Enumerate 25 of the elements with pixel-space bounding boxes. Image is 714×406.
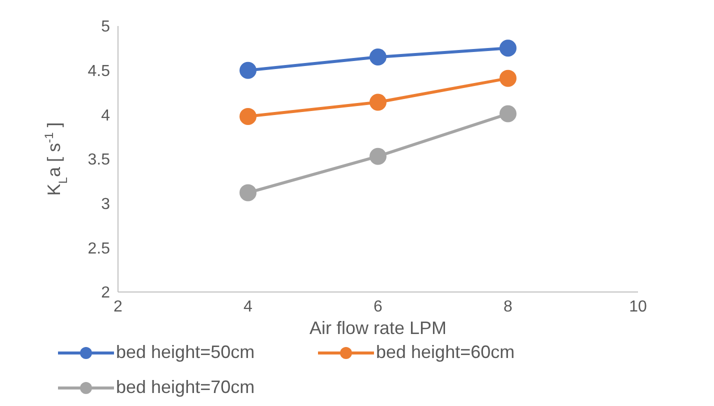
x-tick-label: 8 — [504, 298, 513, 316]
y-tick-label: 5 — [101, 18, 110, 36]
legend-label: bed height=70cm — [116, 377, 255, 398]
x-tick-label: 4 — [244, 298, 253, 316]
y-tick-label: 3.5 — [88, 152, 110, 169]
x-tick-label: 6 — [374, 298, 383, 316]
x-tick-label: 2 — [114, 298, 123, 316]
point — [500, 40, 516, 57]
y-tick-label: 4 — [101, 107, 110, 124]
point — [500, 105, 516, 122]
point — [370, 148, 386, 165]
point — [240, 62, 256, 79]
point — [370, 48, 386, 66]
point — [500, 70, 516, 87]
x-axis-title: Air flow rate LPM — [309, 318, 447, 338]
legend-label: bed height=60cm — [376, 342, 515, 363]
y-tick-label: 4.5 — [88, 63, 110, 80]
legend-label: bed height=50cm — [116, 342, 255, 363]
y-tick-label: 3 — [101, 196, 110, 214]
y-tick-label: 2.5 — [88, 240, 110, 258]
y-tick-label: 2 — [101, 284, 110, 302]
point — [370, 94, 386, 111]
x-tick-label: 10 — [629, 298, 647, 316]
point — [240, 108, 256, 125]
point — [240, 184, 256, 202]
